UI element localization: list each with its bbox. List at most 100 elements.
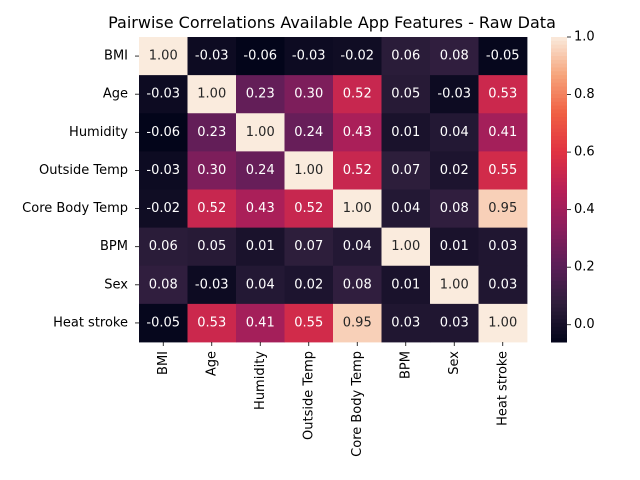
heatmap-cell [381, 189, 431, 229]
row-label: Humidity [69, 125, 128, 140]
cell-value-label: 0.01 [440, 239, 469, 254]
heatmap-cell [381, 113, 431, 152]
colorbar-segment [551, 261, 567, 267]
colorbar-segment [551, 258, 567, 263]
colorbar-segment [551, 44, 567, 49]
cell-value-label: 0.24 [246, 163, 275, 178]
colorbar-segment [551, 101, 567, 107]
heatmap-cell [187, 303, 237, 343]
colorbar-segment [551, 315, 567, 320]
colorbar-segment [551, 75, 567, 80]
cell-value-label: -0.03 [292, 49, 326, 64]
colorbar-segment [551, 117, 567, 122]
colorbar-tick-label: 0.6 [574, 145, 595, 160]
heatmap-cell [236, 151, 285, 190]
colorbar-segment [551, 82, 567, 88]
cell-value-label: 0.55 [488, 163, 517, 178]
colorbar-segment [551, 139, 567, 145]
colorbar-segment [551, 136, 567, 141]
colorbar-segment [551, 59, 567, 65]
colorbar-tick-label: 0.4 [574, 202, 595, 217]
colorbar-segment [551, 71, 567, 76]
column-label: Humidity [253, 351, 268, 410]
colorbar-segment [551, 109, 567, 114]
colorbar-segment [551, 242, 567, 248]
cell-value-label: 0.04 [343, 239, 372, 254]
heatmap-cell [187, 189, 237, 229]
column-labels: BMI Age Humidity Outside Temp Core Body Temp… [156, 342, 510, 457]
heatmap-cell [478, 303, 528, 343]
heatmap-cell [381, 303, 431, 343]
colorbar-segment [551, 254, 567, 259]
cell-value-label: 0.24 [294, 125, 323, 140]
colorbar-segment [551, 143, 567, 149]
row-label: Outside Temp [39, 163, 128, 178]
cell-value-label: 0.02 [294, 277, 323, 292]
cell-value-label: 0.03 [488, 239, 517, 254]
heatmap-cell [139, 227, 188, 267]
cell-value-label: 0.04 [246, 277, 275, 292]
heatmap-cell [430, 265, 479, 305]
colorbar-segment [551, 113, 567, 118]
cell-value-label: -0.03 [146, 163, 180, 178]
colorbar-segment [551, 90, 567, 95]
heatmap-cell [236, 75, 285, 114]
colorbar-segment [551, 208, 567, 213]
colorbar-segment [551, 269, 567, 274]
colorbar-segment [551, 86, 567, 91]
cell-value-label: 0.95 [488, 201, 517, 216]
colorbar-segment [551, 303, 567, 309]
colorbar-segment [551, 185, 567, 190]
heatmap-cell [284, 303, 334, 343]
colorbar-segment [551, 105, 567, 110]
heatmap-cell [139, 189, 188, 229]
colorbar: 0.0 0.2 0.4 0.6 0.8 1.0 [551, 30, 595, 343]
heatmap-cell [430, 75, 479, 114]
cell-value-label: 0.43 [343, 125, 372, 140]
colorbar-segment [551, 284, 567, 290]
heatmap-cell [478, 227, 528, 267]
colorbar-segment [551, 132, 567, 137]
colorbar-segment [551, 98, 567, 103]
cell-value-label: 0.01 [246, 239, 275, 254]
colorbar-segment [551, 204, 567, 210]
cell-value-label: 0.08 [343, 277, 372, 292]
heatmap-cell [478, 75, 528, 114]
colorbar-segment [551, 307, 567, 312]
colorbar-segment [551, 151, 567, 156]
cell-value-label: -0.03 [195, 49, 229, 64]
colorbar-tick-label: 1.0 [574, 30, 595, 45]
heatmap-cell [333, 75, 382, 114]
cell-value-label: 0.30 [294, 87, 323, 102]
colorbar-segment [551, 197, 567, 202]
colorbar-segment [551, 300, 567, 305]
colorbar-segment [551, 159, 567, 164]
colorbar-segment [551, 281, 567, 286]
heatmap-cell [236, 227, 285, 267]
cell-value-label: 0.06 [391, 49, 420, 64]
cell-value-label: -0.05 [146, 315, 180, 330]
cell-value-label: 1.00 [197, 87, 226, 102]
heatmap-cells: 1.00 -0.03 -0.06 -0.03 -0.02 0.06 0.08 -0.05 -0.… [139, 37, 528, 343]
heatmap-cell [478, 189, 528, 229]
colorbar-segment [551, 319, 567, 324]
cell-value-label: -0.05 [486, 49, 520, 64]
cell-value-label: 0.01 [391, 125, 420, 140]
heatmap-cell [236, 265, 285, 305]
colorbar-segment [551, 220, 567, 225]
colorbar-segment [551, 338, 567, 343]
heatmap-cell [333, 265, 382, 305]
heatmap-cell [430, 37, 479, 76]
colorbar-tick-label: 0.2 [574, 260, 595, 275]
colorbar-segment [551, 235, 567, 240]
row-labels: BMI Age Humidity Outside Temp Core Body Temp… [22, 49, 139, 330]
heatmap-cell [284, 75, 334, 114]
colorbar-segment [551, 193, 567, 198]
heatmap-cell [381, 151, 431, 190]
colorbar-segment [551, 231, 567, 236]
colorbar-segment [551, 189, 567, 194]
row-label: Heat stroke [53, 315, 128, 330]
heatmap-cell [381, 75, 431, 114]
colorbar-segment [551, 296, 567, 301]
